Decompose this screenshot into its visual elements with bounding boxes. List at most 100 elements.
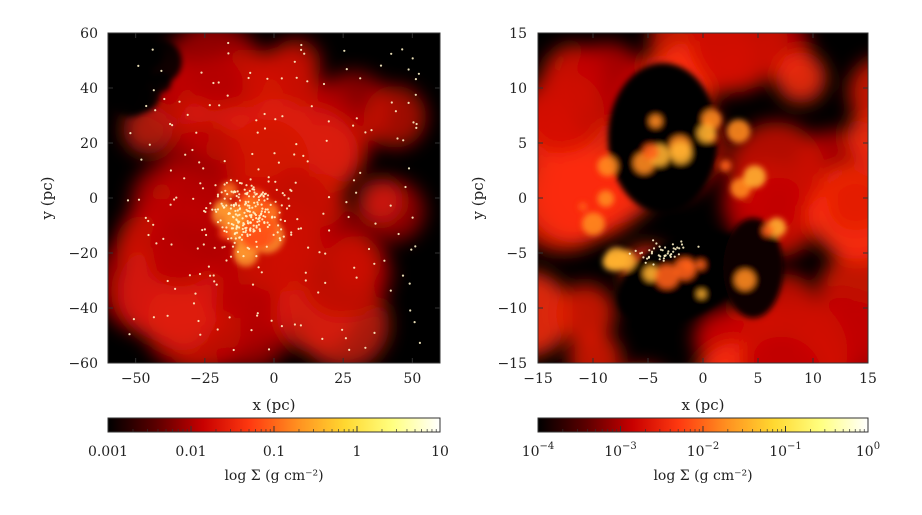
star-point	[276, 231, 279, 234]
star-point	[304, 279, 307, 282]
star-point	[672, 247, 675, 250]
star-point	[269, 203, 272, 206]
star-point	[174, 287, 177, 290]
star-point	[253, 201, 256, 204]
star-point	[218, 104, 221, 107]
star-point	[324, 252, 327, 255]
star-point	[697, 245, 700, 248]
star-point	[290, 233, 293, 236]
star-point	[205, 207, 208, 210]
star-point	[274, 118, 277, 121]
star-point	[667, 250, 670, 253]
star-point	[199, 182, 202, 185]
star-point	[390, 101, 393, 104]
star-point	[247, 195, 251, 198]
star-point	[249, 178, 252, 181]
x-tick-label: −15	[523, 371, 553, 387]
x-tick-label: 10	[804, 371, 822, 387]
star-point	[655, 242, 658, 245]
star-point	[170, 243, 173, 246]
star-point	[415, 126, 418, 129]
star-point	[266, 225, 269, 229]
star-point	[137, 64, 140, 67]
star-point	[317, 291, 320, 294]
star-point	[407, 68, 410, 71]
star-point	[230, 222, 233, 226]
star-point	[256, 203, 259, 206]
star-point	[274, 180, 277, 183]
star-point	[673, 255, 676, 258]
star-point	[236, 190, 239, 193]
star-point	[234, 213, 237, 216]
star-point	[166, 279, 169, 283]
y-tick-label: −15	[497, 356, 527, 372]
star-point	[267, 348, 271, 351]
star-point	[261, 191, 264, 194]
star-point	[216, 221, 220, 224]
star-point	[238, 199, 242, 202]
star-point	[198, 272, 202, 276]
star-point	[266, 221, 269, 224]
star-point	[255, 217, 258, 220]
star-point	[212, 274, 215, 277]
star-point	[325, 139, 328, 142]
star-point	[402, 139, 405, 142]
star-point	[205, 233, 208, 237]
star-point	[178, 100, 181, 103]
star-point	[281, 115, 284, 118]
star-point	[299, 324, 302, 327]
star-point	[248, 228, 252, 231]
colorbar-tick-label: 100	[856, 441, 880, 460]
star-point	[411, 57, 414, 60]
star-point	[230, 204, 233, 207]
star-point	[652, 247, 656, 250]
star-point	[256, 201, 259, 204]
star-point	[634, 249, 637, 252]
star-point	[680, 243, 684, 246]
x-tick-label: −5	[638, 371, 659, 387]
star-point	[418, 341, 421, 344]
star-point	[231, 245, 235, 248]
density-map-2	[538, 33, 868, 363]
star-point	[227, 222, 230, 225]
star-point	[664, 246, 667, 249]
star-point	[257, 198, 261, 202]
star-point	[126, 199, 130, 202]
star-point	[202, 167, 205, 170]
star-point	[322, 212, 325, 215]
star-point	[353, 266, 356, 269]
star-point	[250, 214, 253, 218]
star-point	[196, 247, 199, 250]
star-point	[235, 224, 238, 228]
star-point	[236, 214, 239, 217]
star-point	[197, 319, 200, 323]
star-point	[147, 233, 150, 237]
star-point	[198, 161, 201, 164]
star-point	[215, 283, 218, 286]
star-point	[255, 119, 258, 122]
star-point	[666, 252, 669, 255]
star-point	[275, 188, 278, 191]
star-point	[355, 276, 358, 279]
y-tick-label: −5	[506, 246, 527, 262]
star-point	[160, 69, 163, 72]
y-tick-label: 5	[518, 136, 527, 152]
star-point	[370, 129, 373, 132]
star-point	[212, 81, 215, 85]
star-point	[226, 193, 229, 196]
star-point	[216, 195, 219, 198]
star-point	[215, 210, 218, 213]
star-point	[283, 219, 287, 223]
star-point	[409, 309, 412, 312]
star-point	[389, 289, 392, 292]
star-point	[300, 48, 303, 52]
star-point	[242, 230, 245, 234]
star-point	[163, 97, 166, 101]
star-point	[140, 158, 143, 161]
star-point	[310, 105, 313, 108]
star-point	[672, 250, 675, 253]
star-point	[227, 52, 230, 55]
star-point	[234, 232, 237, 235]
colorbar-tick-label: 10	[431, 444, 449, 460]
star-point	[374, 222, 377, 225]
